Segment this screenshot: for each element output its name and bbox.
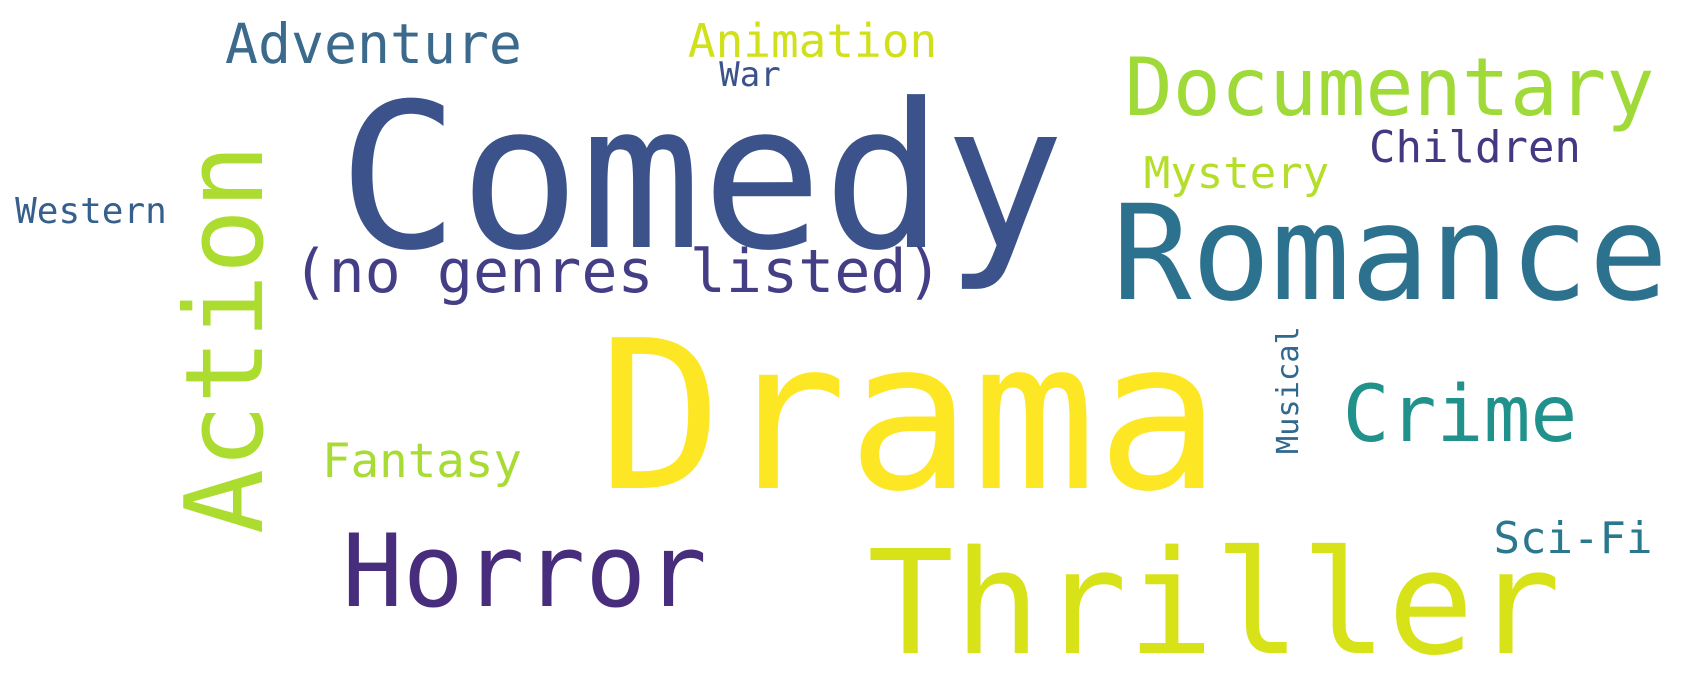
word-sci-fi: Sci-Fi (1493, 513, 1653, 564)
word-adventure: Adventure (225, 11, 522, 76)
word-romance: Romance (1111, 177, 1669, 331)
word-mystery: Mystery (1143, 148, 1330, 199)
word-crime: Crime (1342, 370, 1578, 460)
word-no-genres-listed: (no genres listed) (292, 237, 943, 307)
word-animation: Animation (687, 14, 938, 68)
word-documentary: Documentary (1124, 41, 1655, 134)
word-thriller: Thriller (867, 519, 1561, 683)
word-western: Western (15, 191, 167, 232)
word-fantasy: Fantasy (322, 434, 522, 490)
word-action: Action (162, 143, 288, 534)
word-children: Children (1369, 122, 1581, 173)
word-horror: Horror (342, 512, 707, 630)
word-war: War (719, 55, 781, 95)
word-comedy: Comedy (338, 60, 1065, 295)
word-drama: Drama (597, 296, 1222, 537)
word-musical: Musical (1270, 326, 1306, 454)
